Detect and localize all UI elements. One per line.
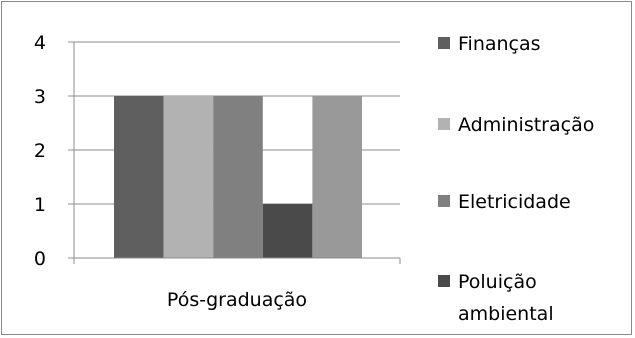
bar	[163, 96, 214, 258]
legend-label: Finanças	[458, 33, 541, 55]
legend-item: Eletricidade	[438, 191, 571, 213]
legend-item: Administração	[438, 114, 594, 136]
y-axis-ticks: 0 1 2 3 4	[34, 32, 46, 270]
legend-label: ambiental	[458, 303, 554, 325]
legend-label: Administração	[458, 114, 594, 136]
axes	[68, 41, 401, 264]
x-axis-labels: Pós-graduação	[167, 289, 307, 311]
y-tick-label: 2	[34, 140, 46, 162]
legend-label: Poluição	[458, 271, 537, 293]
legend: Finanças Administração Eletricidade Poluiçã…	[438, 33, 594, 325]
legend-swatch	[438, 118, 450, 130]
bar	[114, 96, 164, 258]
y-tick-label: 1	[34, 194, 46, 216]
bars	[114, 96, 362, 258]
bar	[312, 96, 362, 258]
y-tick-label: 4	[34, 32, 46, 54]
y-tick-label: 0	[34, 248, 46, 270]
legend-label: Eletricidade	[458, 191, 571, 213]
bar	[262, 204, 313, 258]
x-category-label: Pós-graduação	[167, 289, 307, 311]
legend-swatch	[438, 275, 450, 287]
bar	[213, 96, 263, 258]
legend-swatch	[438, 195, 450, 207]
legend-swatch	[438, 37, 450, 49]
legend-item: Finanças	[438, 33, 541, 55]
y-tick-label: 3	[34, 86, 46, 108]
legend-item: Poluição ambiental	[438, 271, 554, 325]
